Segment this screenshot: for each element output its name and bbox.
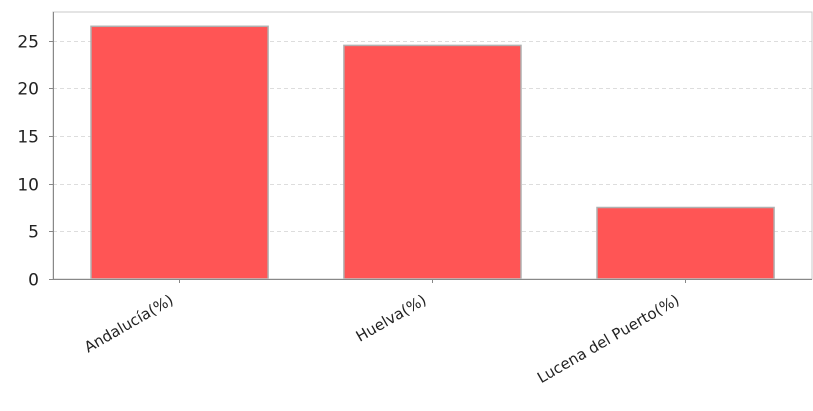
- y-tick-label: 5: [28, 223, 39, 243]
- y-tick-label: 10: [17, 176, 39, 196]
- y-tick-labels: 0 5 10 15 20 25: [17, 33, 39, 291]
- bar-layer: [90, 25, 775, 280]
- x-tick-labels: Andalucía(%) Huelva(%) Lucena del Puerto(%…: [81, 291, 682, 387]
- x-tick-label: Andalucía(%): [81, 291, 176, 356]
- bar: [596, 206, 775, 280]
- y-tick-label: 20: [17, 80, 39, 100]
- bar: [90, 25, 269, 280]
- x-tick-label: Lucena del Puerto(%): [534, 291, 682, 387]
- y-tick-label: 15: [17, 128, 39, 148]
- bar: [343, 44, 522, 280]
- x-tick-label: Huelva(%): [353, 291, 430, 346]
- y-tick-label: 25: [17, 33, 39, 53]
- axis-layer: [49, 11, 813, 283]
- y-tick-label: 0: [28, 271, 39, 291]
